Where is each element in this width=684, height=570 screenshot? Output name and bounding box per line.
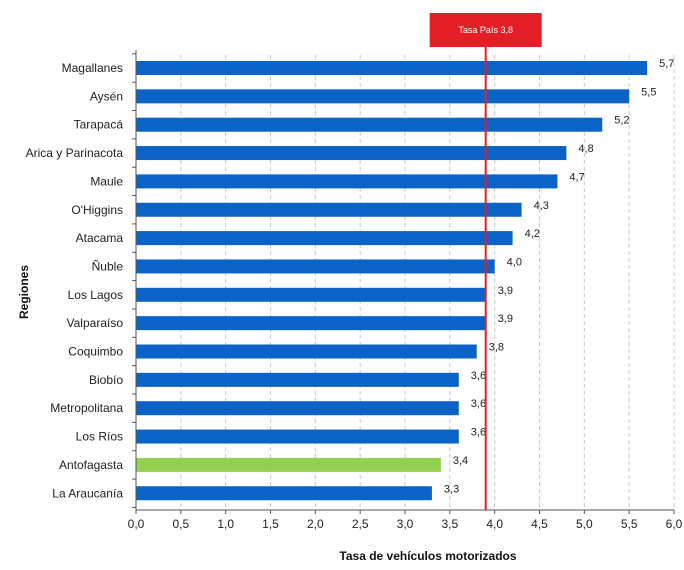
reference-layer: Tasa País 3,8 (429, 13, 542, 510)
y-axis-title: Regiones (17, 265, 31, 319)
value-label: 3,6 (471, 398, 486, 410)
bar (136, 287, 486, 302)
bar (136, 259, 495, 274)
category-label: La Araucanía (52, 486, 123, 500)
x-tick-label: 0,5 (172, 517, 189, 531)
x-tick-label: 5,0 (576, 517, 593, 531)
bar (136, 372, 459, 387)
value-label: 5,5 (641, 86, 656, 98)
x-tick-label: 0,0 (128, 517, 145, 531)
value-label: 3,3 (444, 483, 459, 495)
x-tick-label: 6,0 (666, 517, 683, 531)
value-label: 3,6 (471, 370, 486, 382)
label-layer: Magallanes 5,7 Aysén 5,5 Tarapacá 5,2 Arica y … (26, 58, 675, 500)
bar (136, 457, 441, 472)
value-label: 4,3 (534, 200, 549, 212)
value-label: 3,6 (471, 427, 486, 439)
bar (136, 174, 558, 189)
x-tick-label: 2,0 (307, 517, 324, 531)
category-label: Maule (90, 174, 123, 188)
bar (136, 429, 459, 444)
value-label: 4,0 (507, 256, 522, 268)
category-label: Aysén (90, 89, 123, 103)
bar (136, 117, 603, 132)
category-label: Coquimbo (68, 345, 123, 359)
category-label: Valparaíso (67, 316, 124, 330)
x-tick-label: 4,0 (486, 517, 503, 531)
bar (136, 344, 477, 359)
x-axis-title: Tasa de vehículos motorizados (339, 549, 516, 563)
category-label: Tarapacá (74, 118, 124, 132)
x-tick-label: 1,0 (217, 517, 234, 531)
value-label: 3,9 (498, 285, 513, 297)
category-label: O'Higgins (71, 203, 123, 217)
x-tick-label: 3,5 (441, 517, 458, 531)
category-label: Antofagasta (59, 458, 123, 472)
axis-layer: 0,0 0,5 1,0 1,5 2,0 2,5 3,0 3,5 4,0 4,5 5,0 5,5 6,0 (128, 50, 683, 531)
value-label: 4,7 (569, 171, 584, 183)
value-label: 3,8 (489, 342, 504, 354)
bar (136, 202, 522, 217)
value-label: 4,2 (525, 228, 540, 240)
value-label: 5,7 (659, 58, 674, 70)
x-tick-label: 2,5 (352, 517, 369, 531)
category-label: Atacama (76, 231, 124, 245)
bar (136, 146, 567, 161)
bar-layer (136, 61, 648, 501)
category-label: Metropolitana (50, 401, 123, 415)
x-tick-label: 3,0 (397, 517, 414, 531)
bar (136, 61, 648, 75)
category-label: Los Lagos (68, 288, 123, 302)
reference-label-box (429, 13, 542, 47)
bar (136, 231, 513, 246)
x-tick-label: 4,5 (531, 517, 548, 531)
x-tick-label: 5,5 (621, 517, 638, 531)
value-label: 5,2 (614, 115, 629, 127)
reference-label: Tasa País 3,8 (458, 25, 513, 35)
category-label: Ñuble (92, 259, 124, 273)
category-label: Magallanes (62, 61, 123, 75)
category-label: Los Ríos (76, 430, 123, 444)
value-label: 4,8 (578, 143, 593, 155)
bar (136, 316, 486, 331)
bar (136, 89, 630, 104)
bar (136, 486, 432, 501)
value-label: 3,4 (453, 455, 468, 467)
value-label: 3,9 (498, 313, 513, 325)
category-label: Arica y Parinacota (26, 146, 124, 160)
bar (136, 401, 459, 416)
x-tick-label: 1,5 (262, 517, 279, 531)
category-label: Biobío (89, 373, 123, 387)
